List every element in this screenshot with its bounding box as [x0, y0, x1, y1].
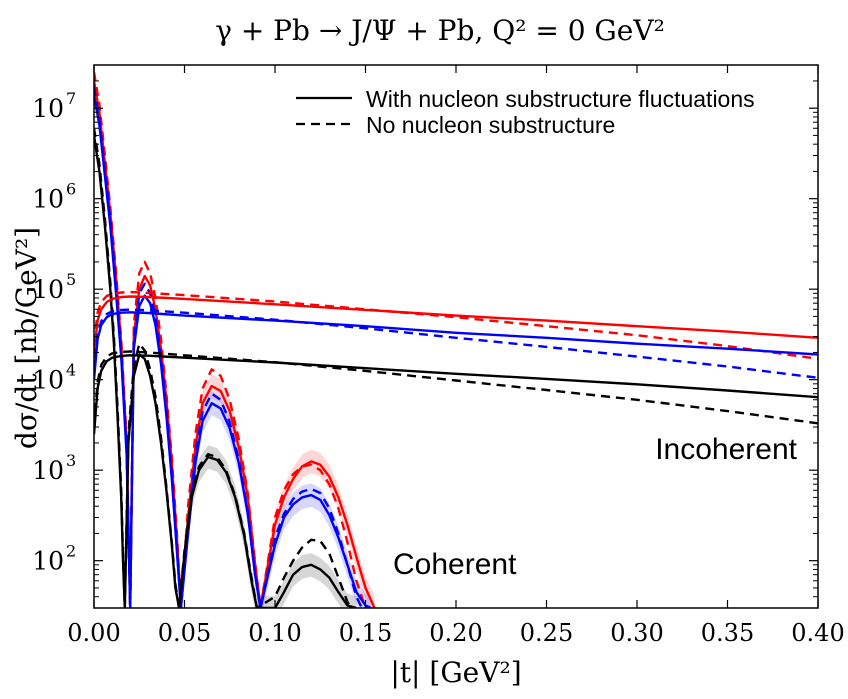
- y-tick-label-exponent: 6: [66, 180, 76, 199]
- y-tick-label-exponent: 5: [66, 270, 76, 289]
- chart-title: γ + Pb → J/Ψ + Pb, Q² = 0 GeV²: [215, 14, 665, 47]
- y-tick-label: 10: [32, 275, 64, 304]
- x-tick-label: 0.00: [67, 619, 120, 647]
- series-line-incoherent-red-fluct: [94, 295, 818, 353]
- y-tick-label: 10: [32, 547, 64, 576]
- x-tick-label: 0.05: [158, 619, 211, 647]
- y-tick-label: 10: [32, 366, 64, 395]
- uncertainty-band-coherent-black-fluct: [184, 445, 357, 608]
- series-line-coherent-blue-fluct: [94, 94, 372, 608]
- series-line-incoherent-blue-fluct: [94, 311, 818, 380]
- series-line-coherent-blue-nosub: [94, 87, 363, 608]
- x-tick-label: 0.40: [791, 619, 844, 647]
- y-tick-label-exponent: 7: [66, 89, 76, 108]
- legend-label-no-substructure: No nucleon substructure: [366, 112, 615, 138]
- annotation-coherent: Coherent: [393, 548, 517, 581]
- annotation-incoherent: Incoherent: [655, 433, 797, 466]
- series-lines: [94, 72, 818, 608]
- y-axis-label: dσ/dt [nb/GeV²]: [10, 227, 43, 449]
- x-axis: 0.00 0.05 0.10 0.15 0.20 0.25 0.30 0.35 0.40: [67, 65, 845, 647]
- x-tick-label: 0.30: [610, 619, 663, 647]
- y-tick-label: 10: [32, 185, 64, 214]
- x-tick-label: 0.35: [701, 619, 754, 647]
- x-tick-label: 0.15: [339, 619, 392, 647]
- series-line-incoherent-blue-nosub: [94, 308, 818, 379]
- series-line-incoherent-black-nosub: [94, 350, 818, 428]
- x-tick-label: 0.20: [429, 619, 482, 647]
- legend: With nucleon substructure fluctuations N…: [296, 86, 755, 138]
- y-tick-label: 10: [32, 94, 64, 123]
- series-line-incoherent-red-nosub: [94, 290, 818, 360]
- x-axis-label: |t| [GeV²]: [390, 656, 521, 689]
- x-tick-label: 0.10: [248, 619, 301, 647]
- y-tick-label: 10: [32, 456, 64, 485]
- y-tick-label-exponent: 4: [66, 361, 76, 380]
- y-tick-label-exponent: 3: [66, 451, 76, 470]
- series-line-coherent-black-nosub: [94, 128, 353, 608]
- x-tick-label: 0.25: [520, 619, 573, 647]
- y-tick-label-exponent: 2: [66, 542, 76, 561]
- legend-label-fluctuations: With nucleon substructure fluctuations: [366, 86, 755, 112]
- series-line-incoherent-black-fluct: [94, 354, 818, 435]
- uncertainty-bands: [184, 374, 375, 608]
- plot-frame: [93, 64, 819, 609]
